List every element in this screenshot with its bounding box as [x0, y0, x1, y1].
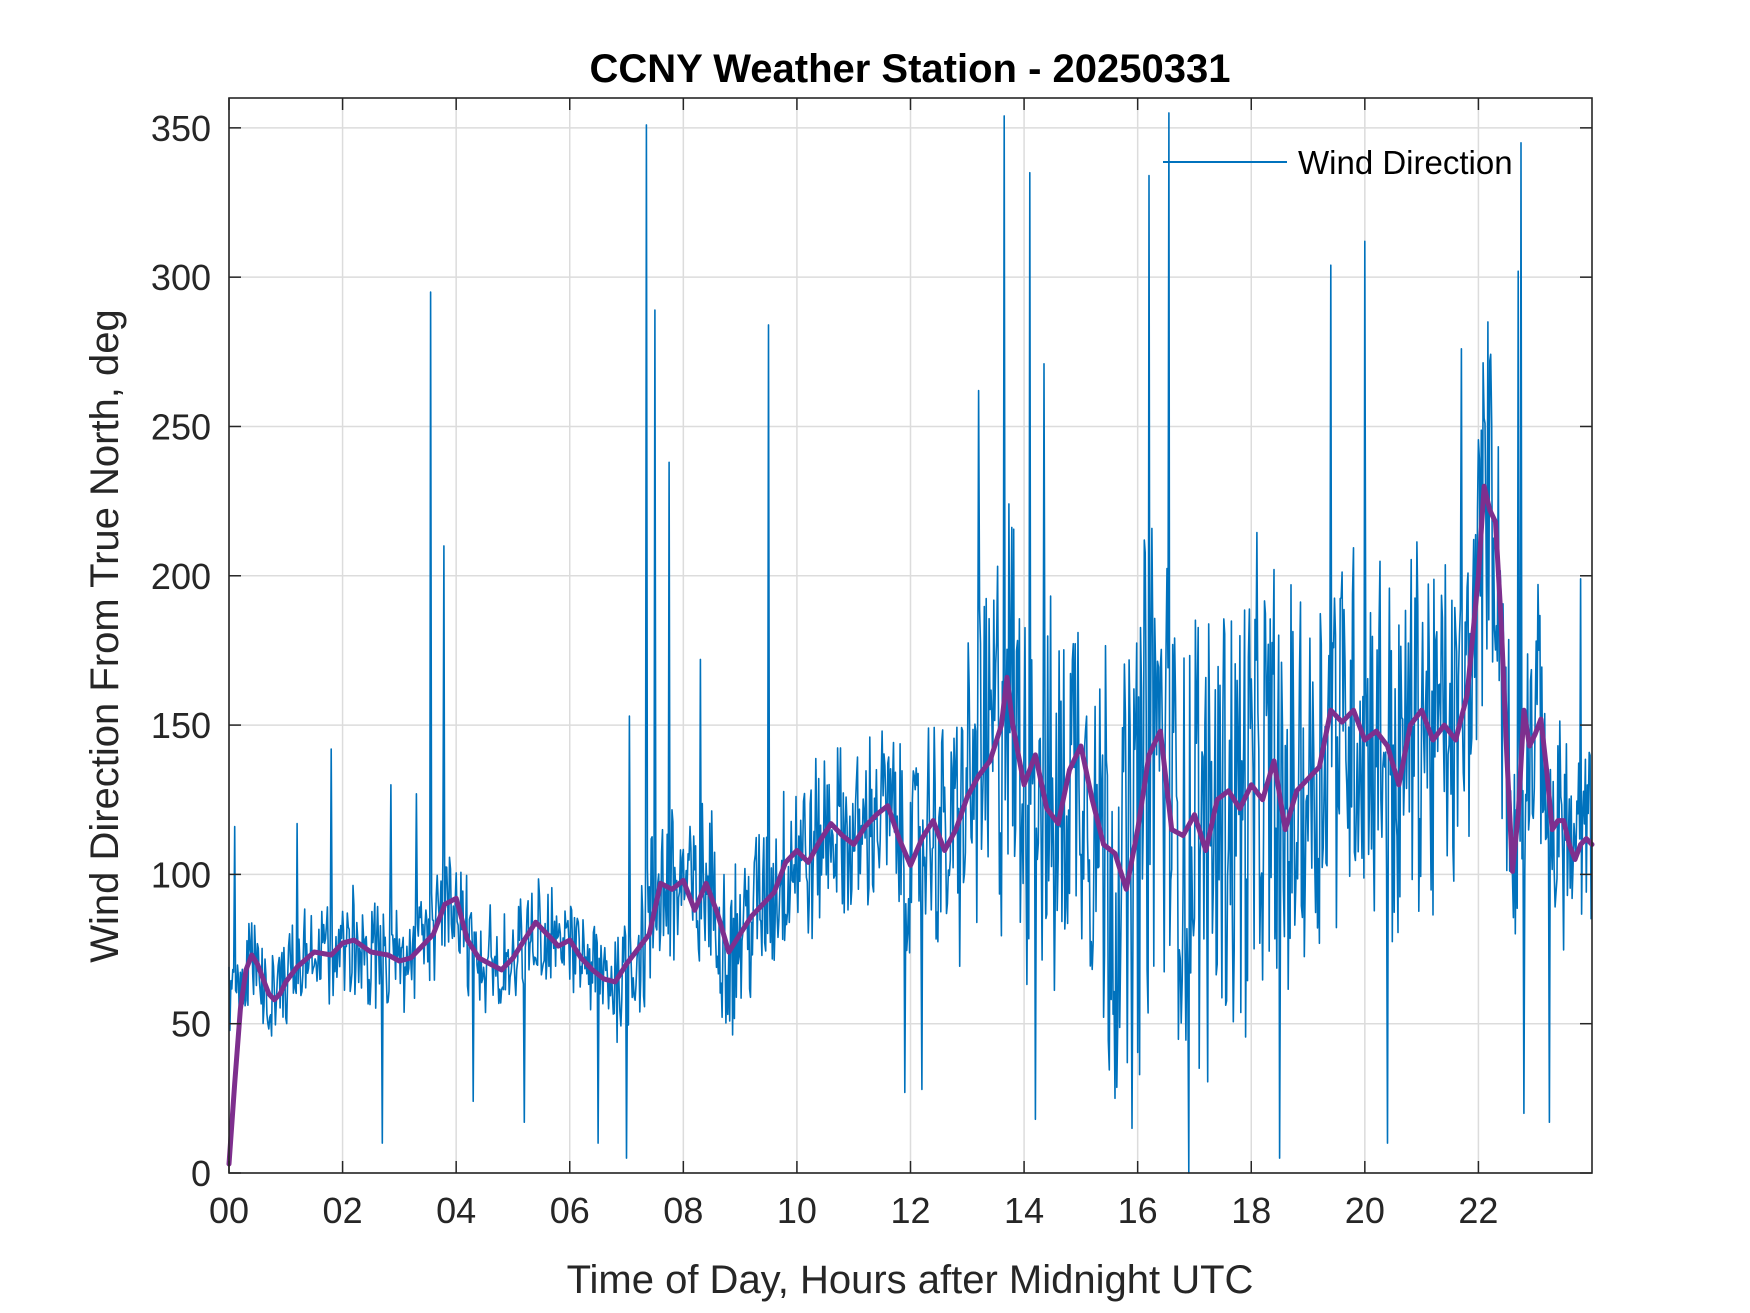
x-tick-label: 22 — [1458, 1190, 1498, 1231]
y-tick-label: 300 — [151, 257, 211, 298]
y-tick-label: 150 — [151, 705, 211, 746]
x-tick-label: 18 — [1231, 1190, 1271, 1231]
y-tick-label: 50 — [171, 1004, 211, 1045]
x-tick-label: 16 — [1118, 1190, 1158, 1231]
wind-direction-line — [228, 112, 1592, 1174]
x-tick-label: 14 — [1004, 1190, 1044, 1231]
y-tick-label: 0 — [191, 1153, 211, 1194]
chart-title: CCNY Weather Station - 20250331 — [590, 47, 1231, 91]
y-axis-label: Wind Direction From True North, deg — [83, 309, 127, 963]
x-tick-label: 20 — [1345, 1190, 1385, 1231]
legend-entry-wind-direction: Wind Direction — [1298, 144, 1513, 181]
wind-direction-series — [228, 112, 1592, 1174]
x-axis-label: Time of Day, Hours after Midnight UTC — [567, 1258, 1254, 1302]
x-tick-label: 08 — [663, 1190, 703, 1231]
y-tick-label: 350 — [151, 108, 211, 149]
y-tick-label: 200 — [151, 556, 211, 597]
moving-average-series — [226, 483, 1595, 1167]
x-tick-label: 00 — [209, 1190, 249, 1231]
moving-average-line — [226, 483, 1595, 1167]
y-tick-label: 250 — [151, 406, 211, 447]
x-tick-label: 10 — [777, 1190, 817, 1231]
y-tick-label: 100 — [151, 854, 211, 895]
x-tick-label: 12 — [890, 1190, 930, 1231]
axis-ticks — [228, 98, 1592, 1174]
x-tick-label: 06 — [550, 1190, 590, 1231]
x-tick-labels: 00 02 04 06 08 10 12 14 16 18 20 22 — [209, 1190, 1498, 1231]
legend[interactable]: Wind Direction — [1163, 144, 1513, 181]
y-tick-labels: 0 50 100 150 200 250 300 350 — [151, 108, 211, 1194]
x-tick-label: 02 — [323, 1190, 363, 1231]
x-tick-label: 04 — [436, 1190, 476, 1231]
